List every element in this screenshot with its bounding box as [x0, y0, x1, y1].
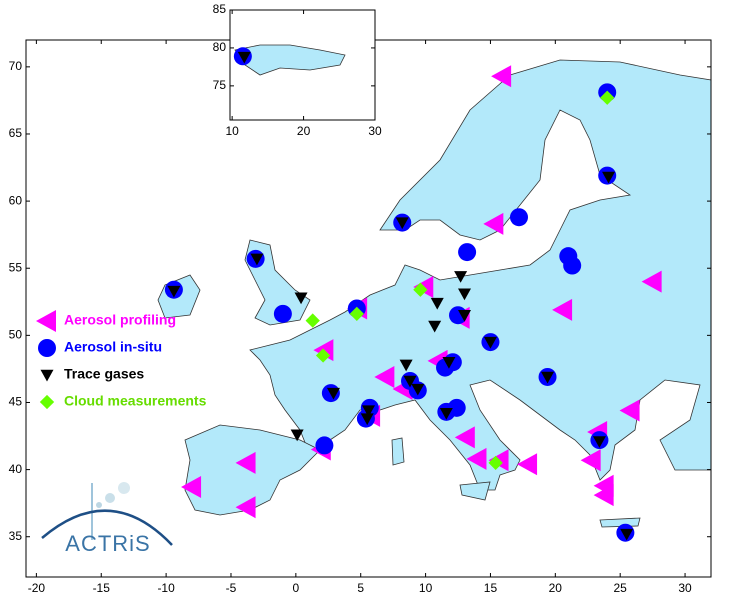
- crete: [599, 517, 641, 528]
- y-tick-label: 85: [213, 2, 227, 16]
- triangle-left-marker: [552, 298, 573, 321]
- legend-label: Aerosol profiling: [64, 312, 176, 328]
- legend-label: Cloud measurements: [64, 393, 207, 409]
- triangle-down-marker: [442, 357, 456, 369]
- x-tick-label: -5: [226, 581, 237, 595]
- y-tick-label: 55: [9, 260, 23, 274]
- x-tick-label: 30: [368, 124, 382, 138]
- y-tick-label: 70: [9, 59, 23, 73]
- circle-marker: [315, 436, 334, 455]
- y-tick-label: 60: [9, 193, 23, 207]
- circle-marker: [273, 304, 292, 323]
- logo-dot: [105, 493, 115, 503]
- x-tick-label: -15: [93, 581, 111, 595]
- x-tick-label: 20: [549, 581, 563, 595]
- legend-label: Aerosol in-situ: [64, 339, 162, 355]
- triangle-left-marker: [619, 399, 640, 422]
- triangle-down-marker: [326, 387, 340, 400]
- y-tick-label: 75: [213, 78, 227, 92]
- x-tick-label: -10: [157, 581, 175, 595]
- triangle-down-marker: [167, 285, 181, 298]
- main-plot: -20 -15 -10 -5 0 5 10 15 20 25 30 35 40 45 50 55 60 65 70: [9, 40, 711, 595]
- continent: [249, 59, 712, 491]
- triangle-down-marker: [237, 51, 251, 64]
- triangle-left-marker: [235, 496, 256, 519]
- triangle-left-marker: [641, 270, 662, 293]
- logo-arc: [41, 509, 173, 546]
- triangle-down-marker: [40, 369, 54, 382]
- triangle-down-marker: [458, 310, 472, 322]
- triangle-down-marker: [403, 375, 417, 388]
- x-tick-label: 25: [614, 581, 628, 595]
- x-tick-label: 30: [678, 581, 692, 595]
- y-tick-label: 35: [9, 529, 23, 543]
- triangle-left-marker: [374, 365, 395, 388]
- triangle-down-marker: [360, 413, 374, 426]
- triangle-down-marker: [395, 217, 409, 230]
- diamond-marker: [413, 282, 428, 297]
- triangle-down-marker: [483, 336, 497, 349]
- triangle-down-marker: [294, 292, 308, 305]
- diamond-marker: [315, 348, 331, 363]
- diamond-marker: [600, 90, 615, 105]
- triangle-down-marker: [430, 297, 444, 310]
- circle-marker: [38, 339, 56, 357]
- circle-marker: [447, 398, 466, 417]
- sardinia: [391, 437, 405, 466]
- y-tick-label: 40: [9, 462, 23, 476]
- triangle-down-marker: [250, 253, 264, 266]
- y-tick-label: 50: [9, 328, 23, 342]
- triangle-down-marker: [620, 528, 634, 541]
- diamond-marker: [39, 394, 55, 410]
- x-tick-label: 20: [297, 124, 311, 138]
- circle-marker: [458, 243, 477, 262]
- logo-text: ACTRiS: [65, 531, 150, 556]
- circle-marker: [563, 256, 582, 275]
- legend: Aerosol profiling Aerosol in-situ Trace ga…: [36, 310, 207, 410]
- triangle-left-marker: [235, 451, 256, 474]
- triangle-left-marker: [36, 310, 56, 332]
- triangle-left-marker: [491, 65, 512, 88]
- triangle-left-marker: [181, 476, 202, 499]
- triangle-left-marker: [483, 212, 504, 235]
- legend-label: Trace gases: [64, 366, 144, 382]
- triangle-down-marker: [411, 383, 425, 396]
- svalbard: [234, 44, 346, 76]
- logo-dot: [118, 482, 130, 494]
- triangle-down-marker: [458, 288, 472, 301]
- y-tick-label: 45: [9, 395, 23, 409]
- x-tick-label: 10: [419, 581, 433, 595]
- diamond-marker: [349, 306, 364, 322]
- x-tick-label: -20: [28, 581, 46, 595]
- x-tick-label: 10: [225, 124, 239, 138]
- triangle-down-marker: [541, 371, 555, 384]
- x-tick-label: 5: [357, 581, 364, 595]
- triangle-down-marker: [362, 405, 375, 418]
- triangle-left-marker: [593, 484, 614, 507]
- diamond-marker: [305, 313, 320, 328]
- triangle-left-marker: [466, 447, 487, 470]
- triangle-down-marker: [399, 359, 413, 372]
- y-tick-label: 80: [213, 40, 227, 54]
- triangle-left-marker: [580, 449, 601, 472]
- triangle-left-marker: [454, 426, 475, 449]
- triangle-down-marker: [439, 408, 453, 420]
- triangle-left-marker: [517, 453, 538, 476]
- triangle-down-marker: [454, 271, 468, 283]
- logo-dot: [96, 502, 102, 508]
- sicily: [459, 481, 491, 501]
- circle-marker: [509, 208, 528, 227]
- triangle-down-marker: [602, 171, 616, 184]
- triangle-down-marker: [428, 320, 442, 333]
- inset-plot: 10 20 30 75 80 85: [213, 2, 382, 138]
- triangle-down-marker: [290, 429, 304, 442]
- triangle-down-marker: [592, 436, 606, 448]
- logo: ACTRiS: [41, 482, 173, 556]
- diamond-marker: [488, 455, 503, 471]
- x-tick-label: 15: [484, 581, 498, 595]
- y-tick-label: 65: [9, 126, 23, 140]
- x-tick-label: 0: [293, 581, 300, 595]
